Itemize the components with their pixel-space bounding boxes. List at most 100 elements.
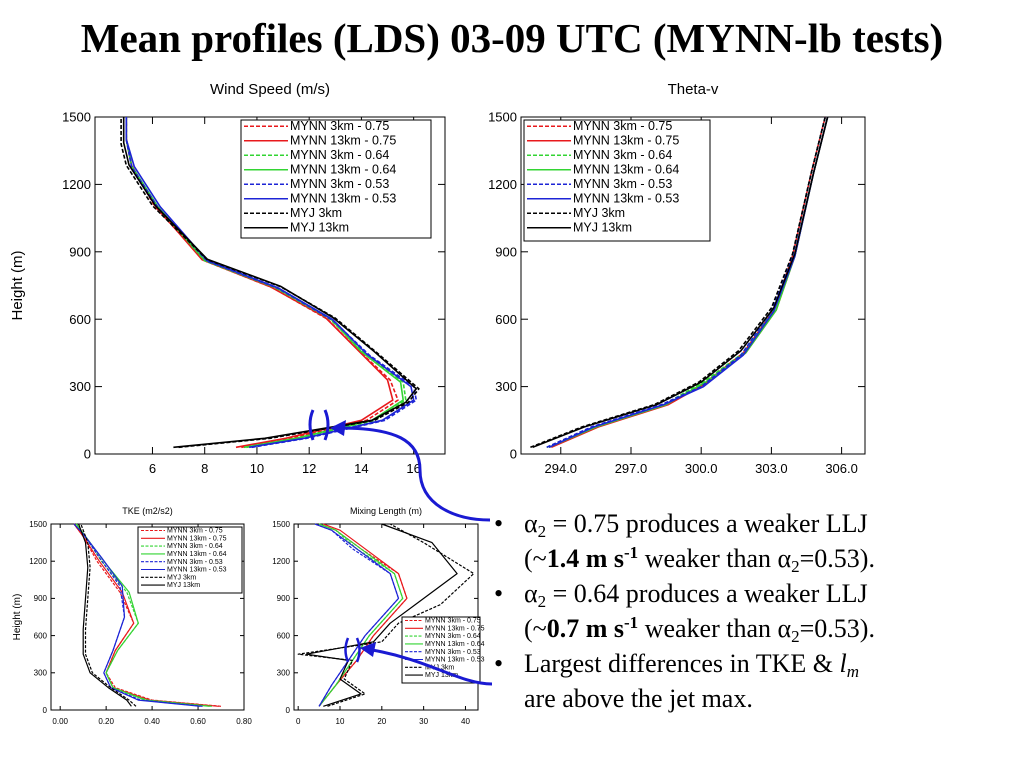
x-tick-label: 0.60 (190, 717, 206, 726)
y-tick-label: 1200 (62, 177, 91, 192)
legend-label: MYJ 13km (425, 672, 458, 679)
x-tick-label: 0.00 (52, 717, 68, 726)
legend-label: MYNN 3km - 0.53 (290, 177, 389, 191)
legend-label: MYNN 3km - 0.53 (167, 559, 223, 566)
arrow-head (360, 642, 376, 657)
chart-title: Wind Speed (m/s) (210, 81, 330, 98)
y-tick-label: 300 (277, 669, 291, 678)
arrow-annotations (308, 409, 493, 686)
series-line-8 (122, 117, 418, 449)
legend-label: MYNN 3km - 0.75 (167, 528, 223, 535)
x-tick-label: 10 (250, 461, 264, 476)
bullet-text: (~ (524, 614, 547, 643)
legend-label: MYNN 13km - 0.53 (290, 192, 396, 206)
series-line-7 (297, 523, 475, 707)
bracket-left (308, 409, 315, 441)
legend-label: MYNN 3km - 0.75 (290, 119, 389, 133)
legend-label: MYNN 13km - 0.53 (573, 192, 679, 206)
arrow-head (330, 420, 346, 436)
legend-label: MYNN 13km - 0.75 (425, 625, 485, 632)
y-tick-label: 0 (510, 447, 517, 462)
bullet-item-1: • α2 = 0.75 produces a weaker LLJ (~1.4 m … (492, 506, 1024, 576)
bullet-italic-symbol: l (839, 649, 847, 678)
x-tick-label: 10 (336, 717, 345, 726)
legend-label: MYNN 3km - 0.53 (425, 649, 481, 656)
series-line-6 (314, 523, 400, 707)
x-tick-label: 40 (461, 717, 470, 726)
legend-label: MYJ 13km (573, 221, 632, 235)
x-tick-label: 300.0 (685, 461, 718, 476)
chart-panel-3: TKE (m2/s2) 0 300 600 900 1200 1500 0.00 0.20 0.4… (12, 506, 252, 726)
alpha-symbol: α (524, 509, 538, 538)
plot-frame (50, 523, 245, 711)
series-line-1 (318, 523, 408, 707)
alpha-symbol: α (524, 579, 538, 608)
legend-label: MYNN 3km - 0.64 (573, 148, 672, 162)
series-line-7 (120, 117, 420, 449)
x-tick-label: 0 (296, 717, 301, 726)
legend-label: MYNN 13km - 0.64 (425, 641, 485, 648)
y-tick-label: 1500 (488, 110, 517, 125)
x-tick-label: 0.80 (236, 717, 252, 726)
legend-label: MYNN 13km - 0.75 (167, 535, 227, 542)
y-tick-label: 300 (495, 379, 517, 394)
legend-label: MYNN 3km - 0.64 (425, 633, 481, 640)
legend-label: MYNN 13km - 0.75 (290, 134, 396, 148)
series-line-8 (78, 523, 132, 707)
legend-label: MYNN 13km - 0.64 (573, 163, 679, 177)
chart-title: TKE (m2/s2) (122, 506, 173, 516)
chart-panel-1: Wind Speed (m/s) 0 300 600 900 1200 1500 6 8 10 12… (9, 81, 446, 476)
x-tick-label: 30 (419, 717, 428, 726)
bullet-dot: • (494, 509, 504, 538)
legend-label: MYNN 3km - 0.53 (573, 177, 672, 191)
bullet-bold-value: 0.7 m s (546, 614, 625, 643)
legend-label: MYJ 3km (573, 206, 625, 220)
bullet-text: (~ (524, 544, 547, 573)
x-tick-label: 303.0 (755, 461, 788, 476)
chart-panel-2: Theta-v 0 300 600 900 1200 1500 294.0 297.0 300.0… (488, 81, 866, 476)
x-tick-label: 16 (406, 461, 420, 476)
bullet-item-3: • Largest differences in TKE & lm are abov… (492, 646, 1024, 716)
x-tick-label: 14 (354, 461, 368, 476)
bracket-right (323, 409, 330, 441)
x-tick-label: 0.20 (98, 717, 114, 726)
bullet-text: Largest differences in TKE & (524, 649, 840, 678)
slide-title: Mean profiles (LDS) 03-09 UTC (MYNN-lb t… (80, 15, 944, 61)
y-tick-label: 900 (69, 244, 91, 259)
alpha-subscript: 2 (791, 557, 800, 576)
alpha-subscript: 2 (537, 522, 547, 541)
chart-panel-4: Mixing Length (m) 0 300 600 900 1200 1500 0 10 20… (272, 506, 484, 726)
legend-label: MYJ 3km (167, 574, 196, 581)
x-tick-label: 306.0 (825, 461, 858, 476)
y-tick-label: 300 (69, 379, 91, 394)
y-tick-label: 1500 (62, 110, 91, 125)
bullet-text: are above the jet max. (524, 684, 753, 713)
series-line-4 (318, 523, 404, 707)
bullet-text: = 0.75 produces a weaker LLJ (546, 509, 868, 538)
series-line-8 (532, 116, 829, 449)
x-tick-label: 0.40 (144, 717, 160, 726)
series-line-8 (305, 523, 458, 707)
series-line-5 (125, 117, 418, 449)
x-tick-label: 20 (377, 717, 386, 726)
y-tick-label: 600 (69, 312, 91, 327)
alpha-subscript: 2 (791, 627, 800, 646)
bullet-bold-value: 1.4 m s (546, 544, 625, 573)
legend-label: MYNN 3km - 0.75 (573, 119, 672, 133)
bullet-dot: • (494, 649, 504, 678)
legend-box (240, 119, 432, 239)
series-line-2 (318, 523, 408, 707)
legend-label: MYNN 13km - 0.53 (425, 657, 485, 664)
y-tick-label: 1500 (272, 520, 290, 529)
legend-label: MYJ 13km (167, 582, 200, 589)
y-tick-label: 600 (34, 631, 48, 640)
series-line-6 (73, 523, 201, 707)
series-line-7 (80, 523, 137, 707)
y-axis-label: Height (m) (9, 250, 26, 320)
bracket-left (344, 637, 350, 663)
legend-label: MYJ 13km (290, 221, 349, 235)
y-tick-label: 600 (495, 312, 517, 327)
bullet-text: weaker than α (638, 544, 792, 573)
y-tick-label: 900 (34, 594, 48, 603)
